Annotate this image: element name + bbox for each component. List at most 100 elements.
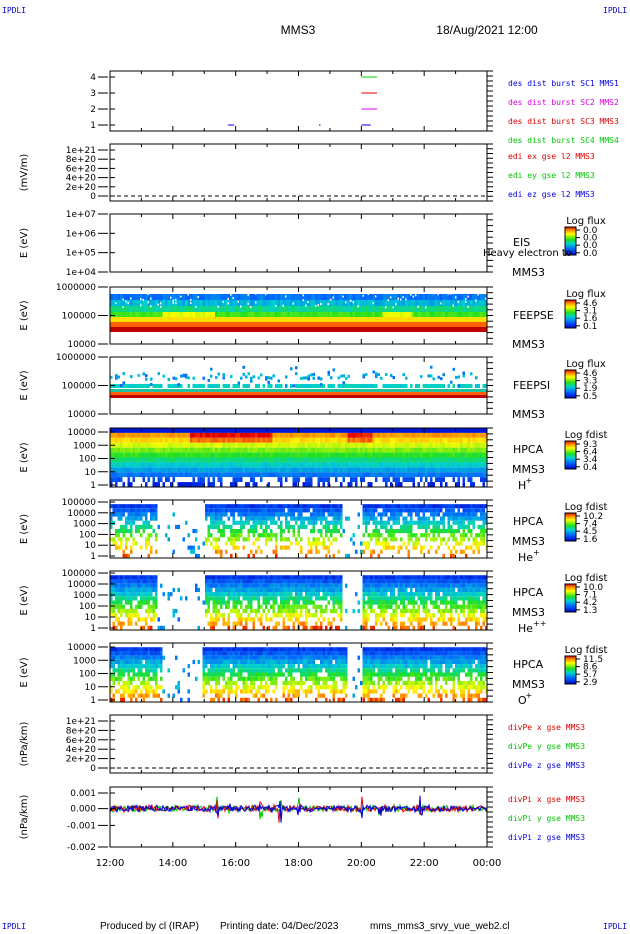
data-cell <box>355 472 358 478</box>
data-cell <box>285 545 288 550</box>
data-cell <box>285 322 288 327</box>
data-cell <box>215 462 218 468</box>
data-cell <box>145 392 148 395</box>
data-cell <box>450 322 453 327</box>
data-cell <box>302 317 305 322</box>
data-cell <box>305 482 308 487</box>
data-cell <box>115 472 118 478</box>
data-cell <box>395 477 398 483</box>
data-cell <box>217 512 220 517</box>
data-cell <box>127 516 130 521</box>
data-cell <box>272 504 275 509</box>
data-cell <box>302 482 305 487</box>
data-cell <box>315 442 318 448</box>
data-cell <box>280 462 283 468</box>
data-cell <box>150 447 153 453</box>
data-cell <box>450 312 453 317</box>
data-cell <box>242 317 245 322</box>
data-cell <box>392 472 395 478</box>
data-cell <box>155 508 158 513</box>
data-cell <box>435 537 438 542</box>
data-cell <box>472 395 475 398</box>
data-cell <box>247 512 250 517</box>
data-cell <box>257 472 260 478</box>
data-cell <box>375 504 378 509</box>
data-cell <box>262 294 265 300</box>
data-cell <box>405 457 408 463</box>
data-cell <box>312 452 315 458</box>
data-cell <box>430 504 433 509</box>
data-cell <box>125 524 128 529</box>
data-cell <box>307 452 310 458</box>
data-cell <box>250 512 253 517</box>
data-cell <box>187 437 190 443</box>
data-cell <box>475 437 478 443</box>
data-cell <box>235 389 238 392</box>
data-cell <box>110 467 113 473</box>
data-cell <box>387 432 390 438</box>
data-cell <box>392 428 395 433</box>
data-cell <box>427 504 430 509</box>
data-cell <box>405 452 408 458</box>
data-cell <box>250 516 253 521</box>
data-cell <box>437 322 440 327</box>
data-cell <box>420 375 423 379</box>
data-cell <box>390 296 392 299</box>
data-cell <box>305 428 308 433</box>
data-cell <box>195 432 198 438</box>
data-cell <box>247 395 250 398</box>
data-cell <box>175 298 177 301</box>
data-cell <box>392 537 395 542</box>
data-cell <box>190 322 193 327</box>
data-cell <box>442 452 445 458</box>
data-cell <box>127 553 130 558</box>
data-cell <box>325 294 328 300</box>
data-cell <box>320 541 323 546</box>
data-cell <box>245 537 248 542</box>
data-cell <box>430 512 433 517</box>
data-cell <box>262 447 265 453</box>
data-cell <box>325 529 328 534</box>
data-cell <box>155 452 158 458</box>
data-cell <box>462 371 465 375</box>
data-cell <box>447 442 450 448</box>
data-cell <box>415 389 418 392</box>
data-cell <box>120 516 123 521</box>
data-cell <box>410 389 413 392</box>
data-cell <box>452 537 455 542</box>
data-cell <box>117 395 120 398</box>
data-cell <box>130 432 133 438</box>
data-cell <box>285 327 288 332</box>
data-cell <box>390 452 393 458</box>
data-cell <box>282 462 285 468</box>
data-cell <box>450 294 453 300</box>
data-cell <box>382 537 385 542</box>
data-cell <box>237 432 240 438</box>
data-cell <box>225 300 228 306</box>
data-cell <box>247 392 250 395</box>
data-cell <box>190 452 193 458</box>
data-cell <box>432 428 435 433</box>
data-cell <box>217 389 220 392</box>
y-tick-label: 100000 <box>62 312 97 322</box>
data-cell <box>192 312 195 317</box>
data-cell <box>405 322 408 327</box>
data-cell <box>240 512 243 517</box>
data-cell <box>400 467 403 473</box>
data-cell <box>425 389 428 392</box>
y-tick-label: 3 <box>90 89 96 99</box>
data-cell <box>182 306 185 312</box>
data-cell <box>282 457 285 463</box>
data-cell <box>415 504 418 509</box>
data-cell <box>410 529 413 534</box>
data-cell <box>477 300 480 306</box>
data-cell <box>285 300 288 306</box>
data-cell <box>362 457 365 463</box>
data-cell <box>390 437 393 443</box>
overlay-label: Heavy electron to <box>483 248 572 259</box>
data-cell <box>237 520 240 525</box>
data-cell <box>382 452 385 458</box>
data-cell <box>322 482 325 487</box>
data-cell <box>237 306 240 312</box>
data-cell <box>252 294 255 300</box>
